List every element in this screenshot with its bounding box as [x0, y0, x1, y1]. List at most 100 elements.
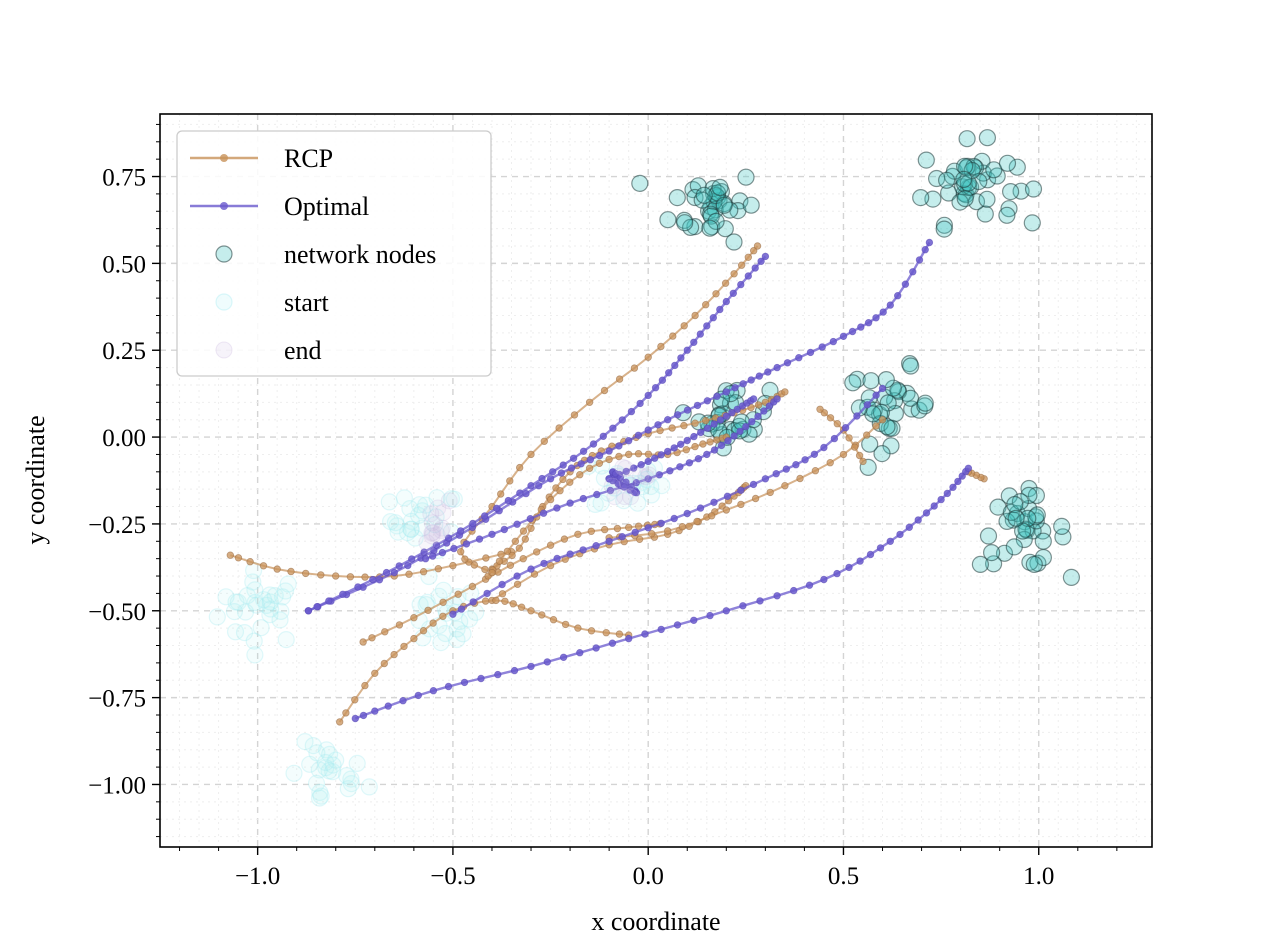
- trajectory-point: [691, 311, 699, 320]
- trajectory-point: [605, 475, 613, 483]
- legend-label: start: [284, 288, 330, 317]
- trajectory-point: [434, 565, 442, 573]
- trajectory-point: [559, 475, 567, 484]
- trajectory-point: [683, 509, 691, 518]
- trajectory-point: [703, 322, 711, 330]
- trajectory-point: [339, 590, 347, 598]
- trajectory-point: [728, 409, 736, 417]
- start-point: [208, 608, 226, 626]
- rcp-trajectory: [488, 388, 789, 573]
- start-point: [615, 492, 633, 510]
- axis-ticks: −1.0 −0.5 0.0 0.5 1.0 −1.00 −0.75 −0.50 −0.25 0.0…: [88, 123, 1118, 890]
- trajectory-point: [864, 319, 873, 327]
- network-node: [1008, 158, 1026, 176]
- trajectory-point: [749, 480, 758, 489]
- trajectory-point: [751, 494, 760, 503]
- trajectory-point: [429, 552, 437, 560]
- start-point: [388, 517, 406, 535]
- trajectory-point: [503, 547, 512, 555]
- trajectory-point: [826, 414, 835, 422]
- start-point: [454, 625, 472, 643]
- trajectory-point: [855, 451, 864, 460]
- trajectory-point: [475, 535, 484, 543]
- start-point: [310, 789, 329, 807]
- network-node: [1020, 486, 1038, 504]
- trajectory-point: [438, 548, 447, 557]
- start-point: [276, 582, 295, 600]
- trajectory-point: [753, 242, 762, 250]
- start-point: [261, 606, 279, 624]
- trajectory-point: [540, 437, 548, 445]
- trajectory-point: [615, 442, 623, 450]
- trajectory-point: [513, 572, 521, 580]
- end-point: [432, 521, 450, 539]
- trajectory-point: [760, 407, 768, 415]
- trajectory-point: [737, 500, 745, 509]
- trajectory-point: [654, 421, 662, 429]
- trajectory-point: [508, 551, 516, 560]
- trajectory-point: [625, 437, 633, 445]
- end-point: [640, 466, 658, 484]
- network-node: [1023, 214, 1041, 232]
- start-point: [653, 477, 671, 495]
- start-point: [311, 783, 329, 802]
- trajectory-point: [421, 555, 430, 563]
- trajectory-point: [586, 456, 594, 464]
- network-node: [1000, 487, 1018, 505]
- trajectory-point: [736, 427, 744, 435]
- trajectory-point: [856, 557, 864, 565]
- start-point: [262, 600, 280, 618]
- trajectory-point: [636, 399, 644, 408]
- rcp-trajectory: [226, 548, 516, 581]
- trajectory-point: [517, 603, 526, 611]
- trajectory-point: [342, 709, 350, 717]
- end-point: [424, 524, 442, 541]
- trajectory-point: [618, 416, 626, 424]
- trajectory-point: [724, 437, 732, 445]
- trajectory-point: [699, 440, 707, 448]
- start-point: [317, 741, 336, 759]
- trajectory-point: [853, 412, 861, 420]
- start-points: [208, 457, 671, 807]
- trajectory-point: [866, 550, 875, 559]
- start-point: [266, 586, 284, 605]
- trajectory-point: [414, 691, 422, 700]
- trajectory-point: [361, 681, 369, 690]
- network-node: [956, 189, 974, 208]
- trajectory-point: [954, 477, 962, 486]
- trajectory-point: [535, 482, 543, 490]
- trajectory-point: [712, 290, 720, 298]
- start-point: [386, 514, 404, 532]
- start-point: [285, 764, 303, 782]
- trajectory-point: [744, 272, 752, 280]
- legend-box: [176, 130, 492, 377]
- network-node: [877, 371, 895, 389]
- trajectory-point: [351, 696, 359, 704]
- trajectory-point: [937, 495, 945, 504]
- start-point: [321, 745, 339, 764]
- start-point: [235, 623, 254, 642]
- network-node: [971, 555, 990, 574]
- trajectory-point: [488, 568, 496, 577]
- trajectory-point: [634, 522, 643, 530]
- end-point: [440, 492, 458, 510]
- y-tick-label: 0.00: [102, 425, 146, 452]
- trajectory-point: [457, 605, 466, 613]
- trajectory-point: [644, 353, 652, 361]
- legend-item-optimal: Optimal: [190, 192, 369, 221]
- trajectory-point: [896, 530, 904, 539]
- trajectory-point: [462, 540, 471, 548]
- trajectory-point: [613, 524, 622, 533]
- trajectory-point: [690, 616, 698, 624]
- trajectory-point: [510, 666, 519, 675]
- trajectory-point: [816, 405, 824, 413]
- trajectory-point: [620, 483, 628, 491]
- trajectory-point: [761, 475, 770, 483]
- network-node: [982, 543, 1001, 562]
- start-point: [445, 490, 463, 508]
- network-node: [1021, 553, 1039, 571]
- network-node: [955, 170, 973, 188]
- y-tick-label: −0.50: [88, 599, 146, 626]
- trajectory-point: [359, 711, 368, 720]
- start-point: [413, 502, 431, 520]
